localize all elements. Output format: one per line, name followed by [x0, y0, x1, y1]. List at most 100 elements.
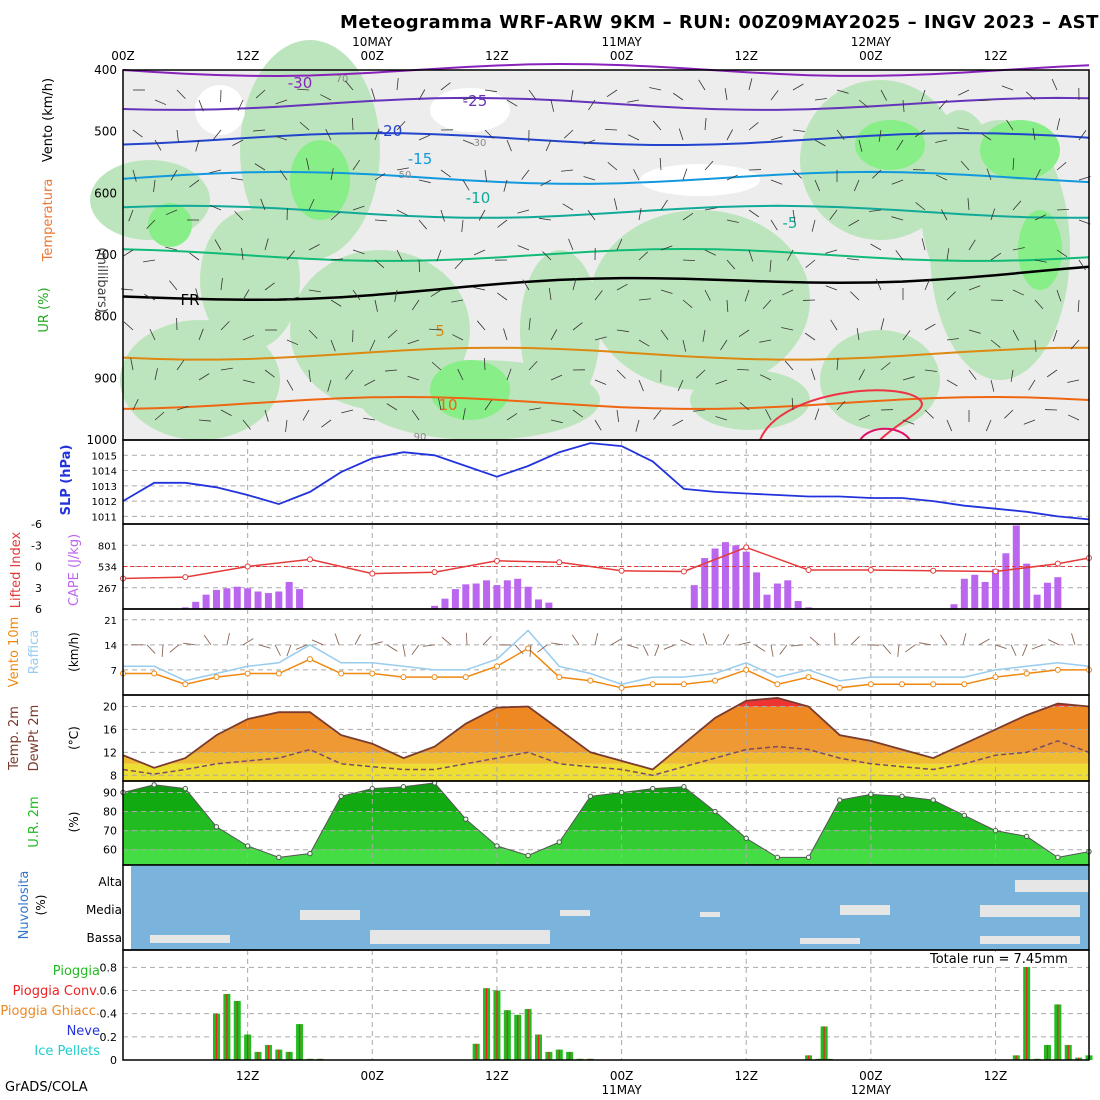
- rh-high-region-5: [1018, 210, 1062, 290]
- wind-barb-2-18: [521, 169, 530, 180]
- cloud-patch-high-4: [560, 910, 590, 916]
- wind-barb-8-5: [242, 419, 251, 430]
- wind-barb-6-7: [286, 339, 299, 346]
- wind-barb-4-16: [473, 249, 486, 256]
- cape-tick-0: 801: [98, 541, 117, 552]
- wind-barb-3-6: [260, 198, 266, 211]
- wind-barb-5-20: [572, 278, 577, 291]
- precip-conv-bar-6: [278, 1049, 280, 1060]
- wind10-point-17: [649, 681, 656, 688]
- bottom-hour-label-5: 00Z: [859, 1069, 883, 1083]
- wind-barb-2-6: [254, 163, 266, 171]
- wind-barb-5-15: [451, 299, 464, 303]
- wind-tick-1: 14: [104, 641, 117, 652]
- precip-conv-bar-5: [267, 1044, 270, 1060]
- wind-barb-6-3: [198, 328, 204, 341]
- cape-bar-16: [462, 584, 470, 609]
- wind-barb-4-8: [308, 244, 320, 251]
- cape-bar-21: [514, 578, 522, 609]
- wind-arrow-16: [386, 644, 398, 652]
- wind-barb-8-12: [386, 403, 398, 411]
- wind-barb-1-33: [858, 139, 863, 152]
- wind-barb-6-20: [572, 322, 583, 331]
- wind-barb-5-24: [660, 289, 673, 294]
- wind-barb-0-40: [1001, 85, 1014, 91]
- li-point-1: [182, 574, 189, 581]
- top-hour-label-2: 00Z: [361, 49, 385, 63]
- precip-conv-bar-16: [527, 1009, 529, 1060]
- cape-bar-1: [192, 601, 200, 609]
- wind-barb-7-18: [528, 360, 538, 371]
- wind-barb-6-22: [616, 329, 629, 333]
- wind-barb-7-3: [198, 373, 210, 381]
- wind-barb-2-41: [1034, 169, 1041, 181]
- rh-point-18: [681, 784, 687, 790]
- wind-barb-8-19: [550, 419, 563, 424]
- wind-barb-5-32: [825, 285, 838, 291]
- wind-barb-1-11: [374, 128, 380, 141]
- rh-label-0: 70: [336, 74, 349, 85]
- precip-conv-bar-18: [548, 1051, 550, 1060]
- wind-barb-4-4: [214, 239, 222, 251]
- wind-barb-3-25: [682, 212, 694, 221]
- wind-barb-2-5: [231, 177, 244, 181]
- rh-point-15: [587, 793, 594, 799]
- isotherm-line-2: [122, 132, 1090, 146]
- wind-barb-2-40: [1012, 158, 1015, 171]
- wind10-point-18: [680, 681, 687, 688]
- wind-barb-5-7: [286, 296, 299, 301]
- wind-barb-1-28: [748, 122, 759, 131]
- wind-barb-7-35: [902, 376, 915, 381]
- precip-conv-bar-30: [1046, 1044, 1049, 1060]
- wind-barb-4-15: [454, 259, 464, 270]
- wind-barb-2-8: [306, 158, 310, 171]
- wind-barb-8-20: [572, 409, 583, 418]
- wind-barb-5-26: [704, 289, 711, 301]
- wind-arrow-40: [770, 644, 774, 657]
- wind-barb-4-9: [330, 258, 343, 261]
- cape-bar-34: [773, 583, 781, 609]
- li-point-6: [493, 557, 500, 564]
- wind-arrow-18: [411, 644, 420, 655]
- rh-point-16: [618, 789, 625, 796]
- wind10-point-22: [805, 674, 812, 681]
- wind-barb-7-23: [638, 379, 644, 392]
- top-hour-label-0: 00Z: [111, 49, 135, 63]
- cloud-level-1: Media: [86, 903, 122, 917]
- wind-arrow-57: [1031, 644, 1044, 650]
- upper-tick-1: 500: [94, 125, 117, 139]
- wind-barb-0-26: [698, 79, 706, 91]
- wind-barb-7-8: [308, 369, 311, 382]
- cape-bar-32: [753, 572, 761, 609]
- wind-barb-6-0: [123, 321, 134, 331]
- cape-bar-8: [264, 593, 272, 609]
- wind-barb-8-29: [765, 409, 772, 421]
- wind-barb-4-18: [517, 245, 530, 251]
- wind-barb-3-1: [146, 219, 156, 229]
- wind-barb-5-34: [875, 278, 882, 291]
- wind-barb-2-39: [986, 168, 992, 181]
- wind-barb-1-35: [896, 139, 904, 151]
- cape-bar-26: [690, 585, 698, 609]
- wind-barb-1-27: [726, 129, 733, 141]
- wind-barb-3-38: [967, 198, 970, 211]
- wind10-point-24: [867, 681, 874, 688]
- wind-barb-8-33: [858, 414, 871, 421]
- temp-band-1: [123, 752, 1089, 764]
- wind-barb-8-31: [814, 408, 820, 421]
- wind-barb-3-4: [209, 204, 222, 211]
- wind-barb-7-5: [242, 379, 255, 384]
- wind-barb-0-31: [814, 98, 827, 101]
- li-tick-3: 3: [35, 582, 42, 595]
- cape-bar-31: [742, 551, 750, 609]
- wind-arrow-37: [722, 634, 730, 646]
- wind-barb-5-28: [744, 289, 750, 302]
- rh-point-23: [837, 797, 843, 803]
- wind-barb-3-32: [829, 209, 838, 220]
- precip-conv-bar-15: [517, 1014, 519, 1060]
- cloud-patch-high-2: [300, 910, 360, 920]
- wind-barb-2-4: [209, 169, 222, 174]
- rh-point-27: [961, 812, 968, 819]
- temp-tick-2: 12: [103, 746, 117, 759]
- wind-barb-4-5: [241, 248, 244, 261]
